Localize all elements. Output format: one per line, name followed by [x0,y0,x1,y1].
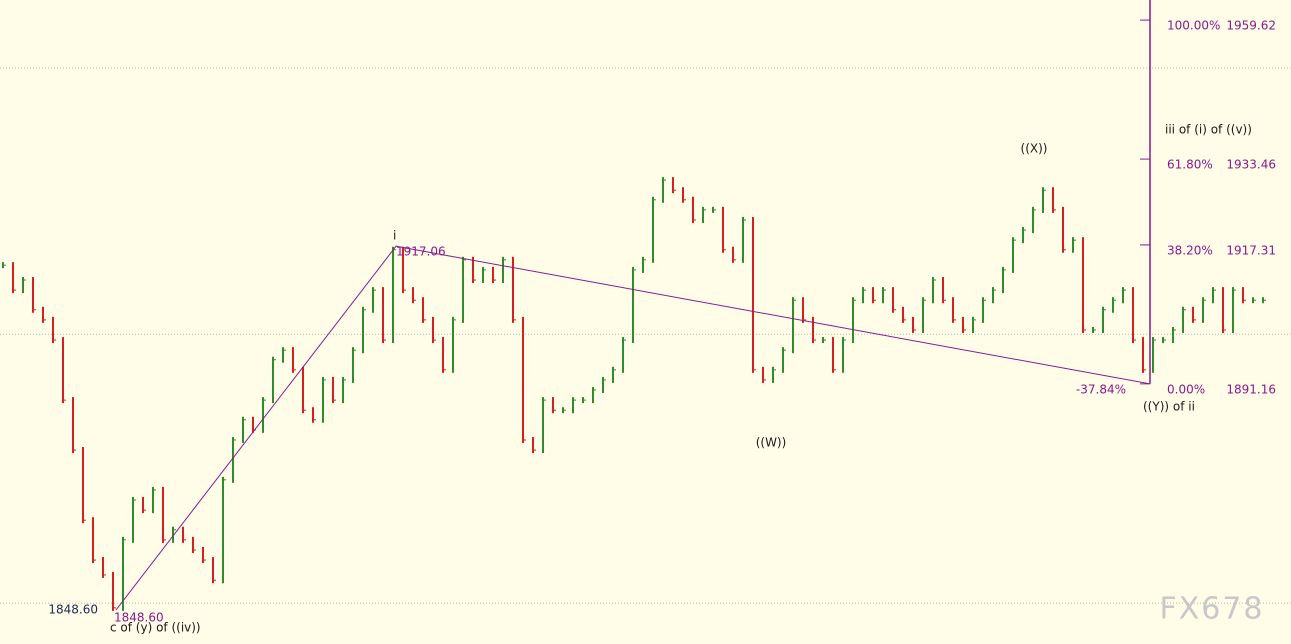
wave-label: iii of (i) of ((v)) [1165,123,1252,137]
fib-percent: 100.00% [1167,19,1220,33]
fib-percent: 38.20% [1167,243,1213,257]
wave-line [115,245,1151,611]
fib-percent: 61.80% [1167,158,1213,172]
ratio-label: -37.84% [1076,383,1126,397]
watermark: FX678 [1159,592,1264,627]
fib-price: 1917.31 [1226,243,1276,257]
wave-label: i [393,229,396,243]
price-label: 1848.60 [48,603,98,617]
wave-label: ((Y)) of ii [1143,400,1195,414]
fib-percent: 0.00% [1167,382,1205,396]
wave-label: c of (y) of ((iv)) [110,621,201,635]
fib-price: 1933.46 [1226,158,1276,172]
price-label: 1917.06 [396,245,446,259]
wave-label: ((W)) [756,436,787,450]
wave-label: ((X)) [1021,142,1048,156]
fib-price: 1959.62 [1226,19,1276,33]
fib-price: 1891.16 [1226,382,1276,396]
price-label: 1848.60 [114,611,164,625]
